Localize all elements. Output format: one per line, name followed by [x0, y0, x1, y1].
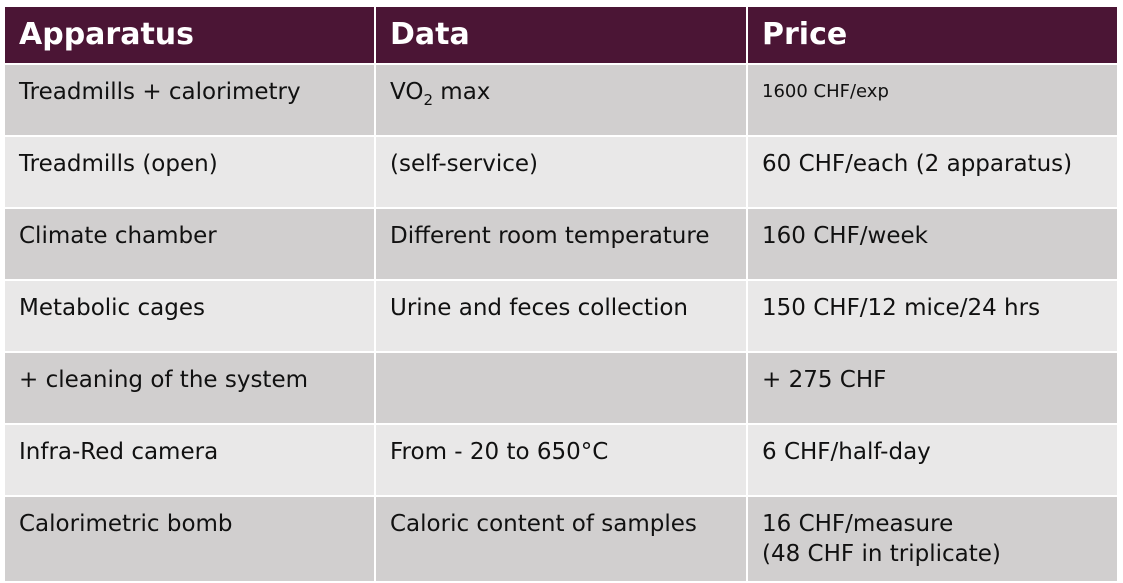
price-text: 60 CHF/each (2 apparatus): [762, 151, 1073, 177]
price-cell: 160 CHF/week: [746, 207, 1119, 281]
table-row: Infra-Red camera From - 20 to 650°C 6 CHF/…: [3, 423, 1119, 497]
price-cell: 150 CHF/12 mice/24 hrs: [746, 279, 1119, 353]
table-row: Treadmills + calorimetry VO2 max 1600 CHF/…: [3, 63, 1119, 137]
price-text: 150 CHF/12 mice/24 hrs: [762, 295, 1041, 321]
data-cell: Different room temperature: [374, 207, 748, 281]
price-text: + 275 CHF: [762, 367, 887, 393]
data-cell: Caloric content of samples: [374, 495, 748, 583]
price-cell: + 275 CHF: [746, 351, 1119, 425]
apparatus-cell: Treadmills (open): [3, 135, 376, 209]
price-text: 6 CHF/half-day: [762, 439, 931, 465]
header-cell: Apparatus: [3, 5, 376, 65]
data-text: VO: [390, 79, 424, 105]
data-text: Caloric content of samples: [390, 511, 697, 537]
table-row: Treadmills (open) (self-service) 60 CHF/ea…: [3, 135, 1119, 209]
header-cell: Price: [746, 5, 1119, 65]
table-row: Calorimetric bomb Caloric content of samp…: [3, 495, 1119, 583]
header-row: Apparatus Data Price: [3, 5, 1119, 65]
table-row: + cleaning of the system + 275 CHF: [3, 351, 1119, 425]
apparatus-cell: Treadmills + calorimetry: [3, 63, 376, 137]
price-cell: 1600 CHF/exp: [746, 63, 1119, 137]
price-cell: 60 CHF/each (2 apparatus): [746, 135, 1119, 209]
data-cell: (self-service): [374, 135, 748, 209]
data-text: 2: [423, 91, 433, 109]
header-cell: Data: [374, 5, 748, 65]
apparatus-cell: Calorimetric bomb: [3, 495, 376, 583]
price-text: 1600 CHF/exp: [762, 81, 889, 102]
data-cell: [374, 351, 748, 425]
apparatus-cell: Climate chamber: [3, 207, 376, 281]
price-cell: 16 CHF/measure (48 CHF in triplicate): [746, 495, 1119, 583]
apparatus-cell: Infra-Red camera: [3, 423, 376, 497]
apparatus-cell: Metabolic cages: [3, 279, 376, 353]
price-cell: 6 CHF/half-day: [746, 423, 1119, 497]
price-text: 160 CHF/week: [762, 223, 928, 249]
data-cell: From - 20 to 650°C: [374, 423, 748, 497]
price-text: 16 CHF/measure: [762, 511, 954, 537]
price-text: (48 CHF in triplicate): [762, 541, 1001, 567]
data-text: (self-service): [390, 151, 538, 177]
page: {"table": { "header": ["Apparatus", "Dat…: [3, 5, 1119, 583]
price-table: Apparatus Data Price Treadmills + calorime…: [3, 5, 1119, 583]
data-text: max: [432, 79, 491, 105]
data-text: Urine and feces collection: [390, 295, 688, 321]
data-cell: VO2 max: [374, 63, 748, 137]
table-row: Climate chamber Different room temperatur…: [3, 207, 1119, 281]
apparatus-cell: + cleaning of the system: [3, 351, 376, 425]
data-text: Different room temperature: [390, 223, 710, 249]
data-cell: Urine and feces collection: [374, 279, 748, 353]
table-row: Metabolic cages Urine and feces collectio…: [3, 279, 1119, 353]
price-table-container: Apparatus Data Price Treadmills + calorime…: [3, 5, 1119, 583]
data-text: From - 20 to 650°C: [390, 439, 609, 465]
